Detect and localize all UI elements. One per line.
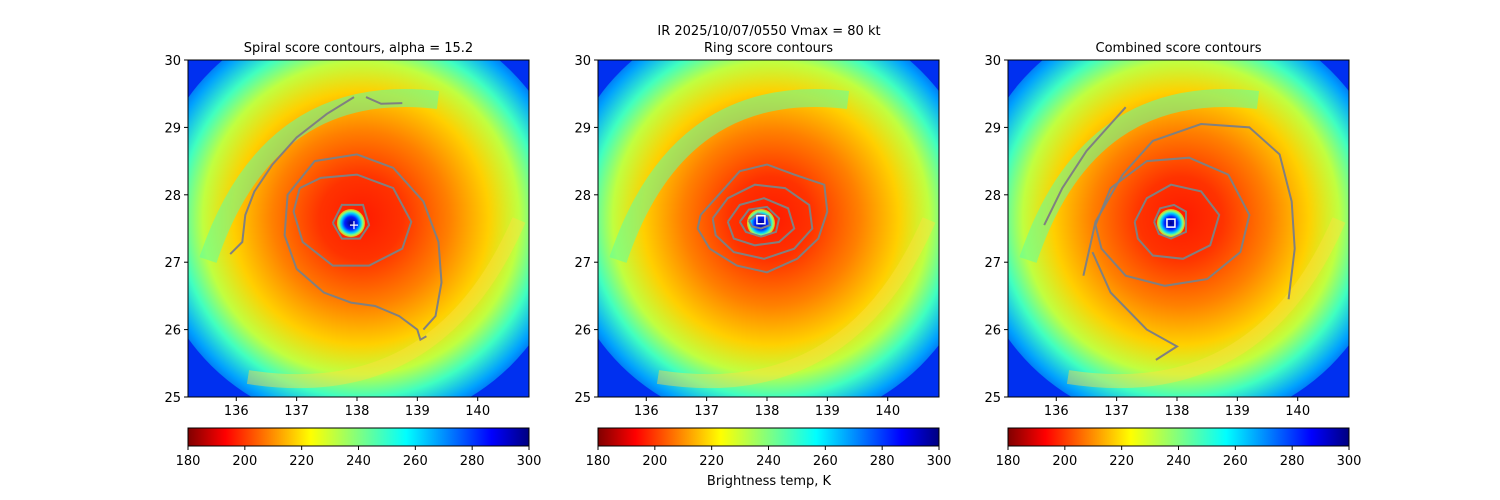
score-contour-1: [1043, 106, 1127, 226]
score-contour-3: [283, 153, 443, 342]
y-tick-label: 25: [984, 391, 1001, 406]
colorbar-tick-label: 200: [232, 454, 257, 469]
y-tick-label: 26: [164, 324, 181, 339]
colorbar-tick-label: 240: [756, 454, 781, 469]
score-contour-2: [365, 96, 403, 105]
x-tick-label: 140: [1285, 404, 1310, 419]
y-tick-label: 30: [984, 54, 1001, 69]
panel-title: Combined score contours: [1096, 41, 1262, 56]
x-tick-label: 139: [815, 404, 840, 419]
y-tick-label: 29: [164, 121, 181, 136]
score-contour-4: [1094, 156, 1251, 287]
score-contour-5: [1133, 183, 1221, 260]
y-tick-label: 28: [164, 189, 181, 204]
outer-band: [609, 89, 850, 263]
plot-area-2: [598, 60, 939, 397]
x-tick-label: 138: [1165, 404, 1190, 419]
colorbar: [597, 427, 940, 447]
y-tick-label: 28: [574, 189, 591, 204]
southern-band: [1066, 217, 1346, 389]
score-contour-1: [229, 96, 355, 255]
storm-eye: [1156, 209, 1185, 238]
x-tick-label: 136: [224, 404, 249, 419]
x-tick-label: 140: [875, 404, 900, 419]
plot-area-3: [1008, 60, 1349, 397]
axes-frame: [187, 59, 530, 398]
score-contour-5: [331, 203, 371, 240]
x-tick-label: 136: [634, 404, 659, 419]
y-tick-label: 30: [574, 54, 591, 69]
x-tick-label: 139: [1225, 404, 1250, 419]
colorbar-tick-label: 300: [927, 454, 952, 469]
plot-area-1: [188, 60, 529, 397]
y-tick-label: 30: [164, 54, 181, 69]
y-tick-label: 27: [164, 256, 181, 271]
colorbar-tick-label: 280: [870, 454, 895, 469]
outer-band: [1019, 89, 1260, 263]
colorbar-tick-label: 280: [1280, 454, 1305, 469]
colorbar-tick-label: 260: [1223, 454, 1248, 469]
y-tick-label: 28: [984, 189, 1001, 204]
southern-band: [656, 217, 936, 389]
colorbar-tick-label: 260: [403, 454, 428, 469]
x-tick-label: 138: [345, 404, 370, 419]
score-contour-1: [696, 163, 829, 274]
score-contour-4: [292, 173, 413, 267]
colorbar-tick-label: 200: [1052, 454, 1077, 469]
axes-frame: [1007, 59, 1350, 398]
colorbar-tick-label: 240: [1166, 454, 1191, 469]
storm-eye: [336, 209, 365, 238]
score-contour-2: [1082, 122, 1296, 300]
colorbar-tick-label: 180: [176, 454, 201, 469]
x-tick-label: 139: [405, 404, 430, 419]
colorbar-tick-label: 200: [642, 454, 667, 469]
colorbar: [187, 427, 530, 447]
southern-band: [246, 217, 526, 389]
x-tick-label: 140: [465, 404, 490, 419]
score-contour-3: [726, 197, 796, 247]
colorbar-tick-label: 280: [460, 454, 485, 469]
x-tick-label: 136: [1044, 404, 1069, 419]
colorbar-tick-label: 300: [517, 454, 542, 469]
y-tick-label: 25: [574, 391, 591, 406]
score-contour-3: [1091, 251, 1179, 361]
colorbar-tick-label: 220: [289, 454, 314, 469]
colorbar-tick-label: 260: [813, 454, 838, 469]
y-tick-label: 26: [574, 324, 591, 339]
colorbar: [1007, 427, 1350, 447]
x-tick-label: 137: [1104, 404, 1129, 419]
y-tick-label: 27: [574, 256, 591, 271]
score-contour-6: [1153, 203, 1187, 240]
center-marker: [756, 214, 766, 225]
colorbar-tick-label: 220: [699, 454, 724, 469]
colorbar-tick-label: 240: [346, 454, 371, 469]
colorbar-tick-label: 180: [996, 454, 1021, 469]
panel-title: Spiral score contours, alpha = 15.2: [244, 41, 473, 56]
x-tick-label: 137: [284, 404, 309, 419]
score-contour-2: [711, 183, 814, 260]
outer-band: [199, 89, 440, 263]
colorbar-label: Brightness temp, K: [707, 474, 832, 489]
y-tick-label: 29: [984, 121, 1001, 136]
colorbar-tick-label: 220: [1109, 454, 1134, 469]
axes-frame: [597, 59, 940, 398]
center-marker: [349, 221, 358, 230]
y-tick-label: 27: [984, 256, 1001, 271]
x-tick-label: 138: [755, 404, 780, 419]
figure-suptitle: IR 2025/10/07/0550 Vmax = 80 kt: [657, 24, 880, 39]
center-marker: [1166, 218, 1176, 228]
colorbar-tick-label: 300: [1337, 454, 1362, 469]
score-contour-4: [738, 205, 781, 238]
y-tick-label: 29: [574, 121, 591, 136]
score-contour-5: [748, 212, 772, 230]
y-tick-label: 26: [984, 324, 1001, 339]
y-tick-label: 25: [164, 391, 181, 406]
x-tick-label: 137: [694, 404, 719, 419]
colorbar-tick-label: 180: [586, 454, 611, 469]
panel-title: Ring score contours: [704, 41, 833, 56]
